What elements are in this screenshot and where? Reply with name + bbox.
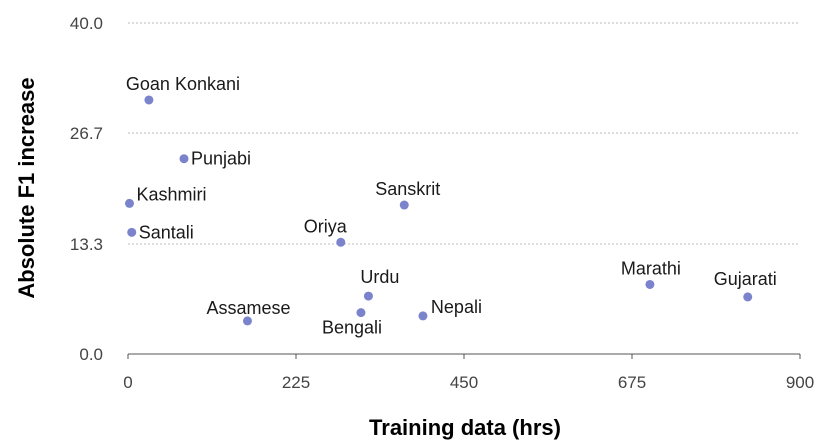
x-tick-label: 675 (618, 373, 646, 392)
data-point (127, 227, 137, 237)
data-point (242, 316, 252, 326)
data-point (363, 291, 373, 301)
tick-labels: 0.0 13.3 26.7 40.0 0 225 450 675 900 (70, 14, 814, 392)
grid-lines (128, 22, 800, 245)
point-label: Bengali (322, 318, 382, 338)
point-label: Kashmiri (136, 184, 206, 204)
data-point (179, 154, 189, 164)
x-tick-label: 450 (450, 373, 478, 392)
y-tick-label: 40.0 (70, 14, 103, 33)
point-label: Punjabi (191, 149, 251, 169)
point-label: Marathi (621, 258, 681, 278)
data-point (336, 237, 346, 247)
point-label: Assamese (206, 298, 290, 318)
y-axis-title: Absolute F1 increase (14, 77, 39, 298)
data-point (356, 308, 366, 318)
point-label: Urdu (360, 267, 399, 287)
x-tick-label: 0 (123, 373, 132, 392)
point-label: Santali (139, 222, 194, 242)
data-point (144, 95, 154, 105)
point-label: Gujarati (714, 269, 777, 289)
axes (127, 353, 801, 359)
data-point (399, 200, 409, 210)
x-tick-label: 225 (282, 373, 310, 392)
point-label: Sanskrit (375, 179, 440, 199)
x-tick-label: 900 (786, 373, 814, 392)
point-label: Nepali (431, 297, 482, 317)
point-label: Oriya (304, 216, 348, 236)
data-point (743, 292, 753, 302)
y-tick-label: 0.0 (79, 345, 103, 364)
point-labels: Goan Konkani Punjabi Kashmiri Santali Sanskr… (126, 74, 777, 338)
x-axis-title: Training data (hrs) (369, 415, 561, 440)
data-point (418, 311, 428, 321)
data-point (645, 279, 655, 289)
data-point (124, 198, 134, 208)
y-tick-label: 13.3 (70, 235, 103, 254)
data-points (124, 95, 753, 326)
point-label: Goan Konkani (126, 74, 240, 94)
y-tick-label: 26.7 (70, 124, 103, 143)
